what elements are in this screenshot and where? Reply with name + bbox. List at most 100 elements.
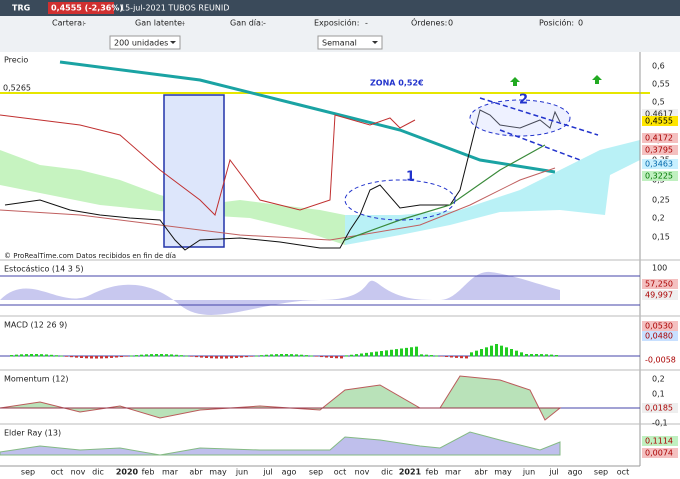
x-tick-label: mar — [445, 468, 462, 477]
macd-bar — [285, 354, 288, 357]
price-tag-text: 0,4617 — [645, 110, 673, 119]
macd-bar — [410, 347, 413, 357]
macd-bar — [520, 352, 523, 357]
price-tag-text: 0,3225 — [645, 172, 673, 181]
value-tag-text: 57,250 — [645, 280, 673, 289]
macd-bar — [265, 354, 268, 357]
macd-bar — [365, 352, 368, 357]
macd-bar — [20, 354, 23, 357]
macd-bar — [335, 356, 338, 359]
macd-bar — [505, 347, 508, 357]
highlight-box — [163, 94, 225, 248]
macd-bar — [255, 355, 258, 357]
arrow-up — [510, 77, 520, 86]
macd-bar — [315, 356, 318, 357]
summary-label: Órdenes: — [411, 17, 447, 28]
indicator-title: Estocástico (14 3 5) — [4, 265, 84, 274]
price-tag-text: 0,3463 — [645, 160, 673, 169]
macd-bar — [450, 356, 453, 358]
value-tag — [642, 355, 678, 365]
macd-bar — [465, 356, 468, 359]
macd-bar — [305, 355, 308, 357]
macd-bar — [510, 349, 513, 357]
x-tick-label: 2020 — [116, 468, 139, 477]
dropdown-arrow[interactable] — [372, 41, 378, 44]
macd-bar — [475, 350, 478, 357]
dropdown[interactable] — [317, 35, 383, 50]
macd-bar — [530, 354, 533, 357]
x-tick-label: dic — [381, 468, 393, 477]
dropdown-arrow[interactable] — [170, 41, 176, 44]
x-tick-label: sep — [594, 468, 608, 477]
x-tick-label: nov — [355, 468, 370, 477]
x-tick-label: nov — [71, 468, 86, 477]
summary-label: Gan latente: — [135, 19, 185, 28]
summary-value: 0 — [448, 19, 453, 28]
arrow-up — [592, 75, 602, 84]
summary-label: Cartera: — [52, 19, 85, 28]
macd-bar — [280, 354, 283, 357]
summary-value: 0 — [578, 19, 583, 28]
momentum-area — [0, 375, 562, 421]
dropdown-text[interactable]: Semanal — [322, 39, 357, 48]
dropdown-text[interactable]: 200 unidades — [114, 39, 168, 48]
macd-bar — [270, 354, 273, 357]
macd-bar — [445, 356, 448, 358]
x-tick-label: oct — [334, 468, 346, 477]
value-tag — [642, 321, 678, 331]
macd-bar — [330, 356, 333, 358]
y-tick-label: 0,15 — [652, 233, 670, 242]
macd-bar — [185, 355, 188, 357]
moving-average — [59, 60, 556, 174]
macd-bar — [555, 354, 558, 357]
y-tick-label: 0,25 — [652, 196, 670, 205]
y-tick-label: 0,6 — [652, 62, 665, 71]
macd-bar — [220, 356, 223, 359]
x-tick-label: 2021 — [399, 468, 422, 477]
macd-bar — [190, 356, 193, 357]
wave-label: 2 — [519, 93, 528, 108]
wave-2-ellipse — [469, 99, 571, 137]
value-tag-text: 0,0074 — [645, 449, 673, 458]
macd-bar — [50, 354, 53, 357]
indicator-title: Momentum (12) — [4, 375, 69, 384]
x-tick-label: feb — [426, 468, 439, 477]
macd-bar — [425, 354, 428, 357]
x-tick-label: abr — [189, 468, 203, 477]
price-line — [4, 109, 561, 251]
x-tick-label: sep — [309, 468, 323, 477]
dropdown[interactable] — [109, 35, 181, 50]
macd-bar — [115, 356, 118, 358]
price-tag — [642, 133, 678, 143]
summary-value: - — [365, 19, 368, 28]
value-tag — [642, 279, 678, 289]
macd-bar — [25, 354, 28, 357]
x-tick-label: oct — [51, 468, 63, 477]
value-tag — [642, 448, 678, 458]
price-tag-text: 0,3795 — [645, 146, 673, 155]
macd-bar — [535, 354, 538, 357]
macd-bar — [460, 356, 463, 359]
price-tag — [642, 109, 678, 119]
macd-bar — [350, 354, 353, 357]
macd-bar — [340, 356, 343, 359]
macd-bar — [290, 354, 293, 357]
y-tick-label: 0,5 — [652, 98, 665, 107]
macd-bar — [125, 356, 128, 357]
macd-bar — [55, 355, 58, 357]
x-tick-label: oct — [617, 468, 629, 477]
macd-bar — [375, 351, 378, 357]
value-tag-text: 0,1114 — [645, 437, 673, 446]
y-tick-label: 0,2 — [652, 214, 665, 223]
macd-bar — [100, 356, 103, 359]
macd-bar — [295, 354, 298, 357]
macd-bar — [140, 354, 143, 357]
credit: © ProRealTime.com Datos recibidos en fin… — [4, 252, 176, 260]
y-tick-label: 0,2 — [652, 375, 665, 384]
macd-bar — [90, 356, 93, 359]
price-tag — [642, 171, 678, 181]
macd-bar — [195, 356, 198, 358]
macd-bar — [165, 354, 168, 357]
macd-bar — [405, 347, 408, 357]
